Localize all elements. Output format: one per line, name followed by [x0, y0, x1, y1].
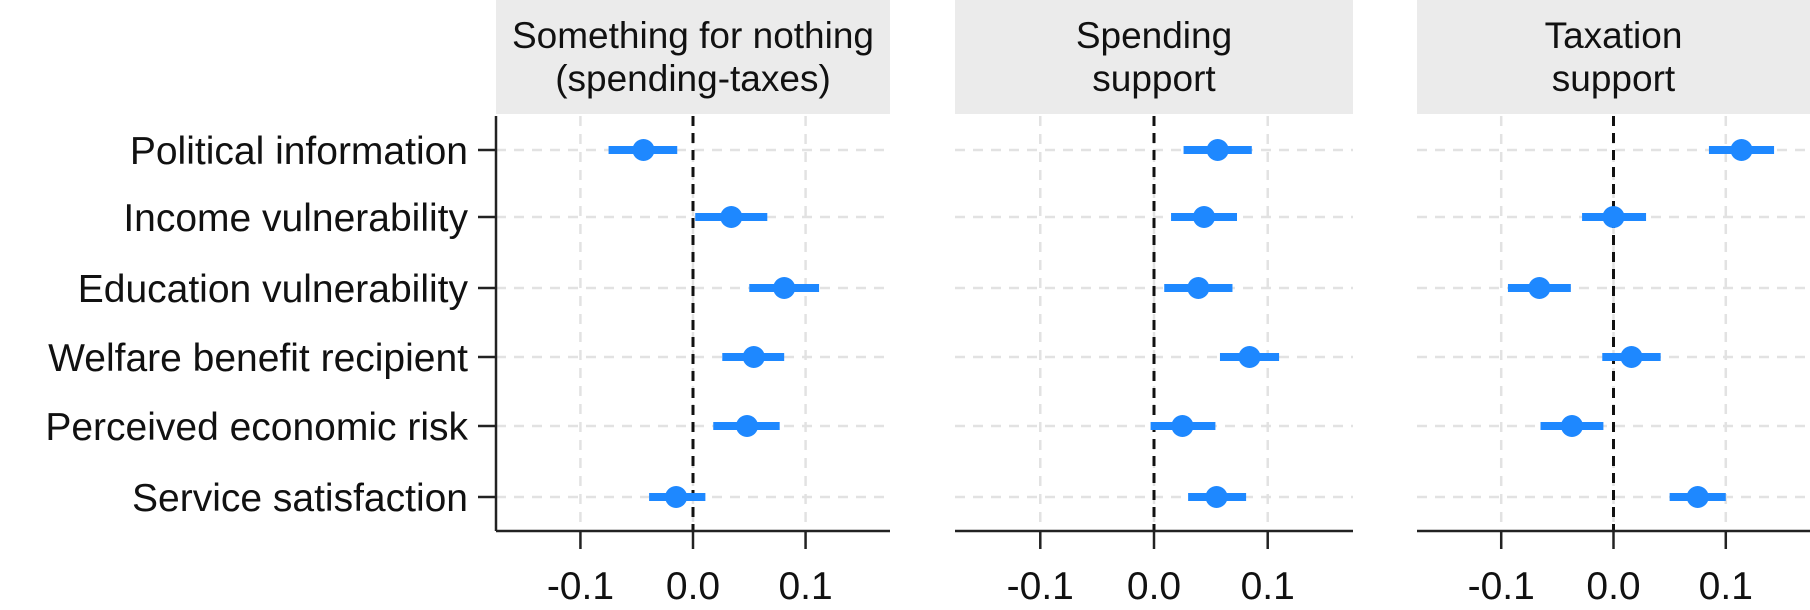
point-estimate — [736, 415, 759, 437]
point-estimate — [1206, 139, 1229, 161]
category-label: Political information — [130, 130, 468, 173]
category-label: Income vulnerability — [123, 197, 468, 240]
panel-title: (spending-taxes) — [555, 58, 831, 99]
x-tick-label: 0.1 — [1241, 565, 1295, 605]
point-estimate — [1171, 415, 1194, 437]
category-label: Education vulnerability — [78, 268, 469, 311]
x-tick-label: 0.1 — [778, 565, 832, 605]
point-estimate — [1730, 139, 1753, 161]
panel-title: support — [1092, 58, 1216, 99]
category-label: Perceived economic risk — [45, 406, 468, 449]
category-label: Service satisfaction — [132, 477, 468, 520]
x-tick-label: 0.1 — [1699, 565, 1753, 605]
point-estimate — [773, 277, 796, 299]
point-estimate — [1187, 277, 1210, 299]
panel-title: Taxation — [1545, 15, 1683, 56]
point-estimate — [1620, 346, 1643, 368]
x-tick-label: -0.1 — [1468, 565, 1535, 605]
point-estimate — [1205, 486, 1228, 508]
panel-strip — [1417, 0, 1810, 114]
point-estimate — [720, 206, 743, 228]
point-estimate — [1193, 206, 1216, 228]
point-estimate — [1238, 346, 1261, 368]
panel-strip — [955, 0, 1353, 114]
point-estimate — [632, 139, 655, 161]
point-estimate — [1560, 415, 1583, 437]
point-estimate — [1528, 277, 1551, 299]
panel-title: Spending — [1076, 15, 1232, 56]
point-estimate — [742, 346, 765, 368]
panel-title: Something for nothing — [512, 15, 874, 56]
x-tick-label: -0.1 — [1007, 565, 1074, 605]
x-tick-label: -0.1 — [547, 565, 614, 605]
point-estimate — [665, 486, 688, 508]
x-tick-label: 0.0 — [1586, 565, 1640, 605]
x-tick-label: 0.0 — [1127, 565, 1181, 605]
x-tick-label: 0.0 — [666, 565, 720, 605]
panel-title: support — [1552, 58, 1676, 99]
point-estimate — [1686, 486, 1709, 508]
panel-strip — [496, 0, 890, 114]
point-estimate — [1602, 206, 1625, 228]
category-label: Welfare benefit recipient — [48, 337, 468, 380]
